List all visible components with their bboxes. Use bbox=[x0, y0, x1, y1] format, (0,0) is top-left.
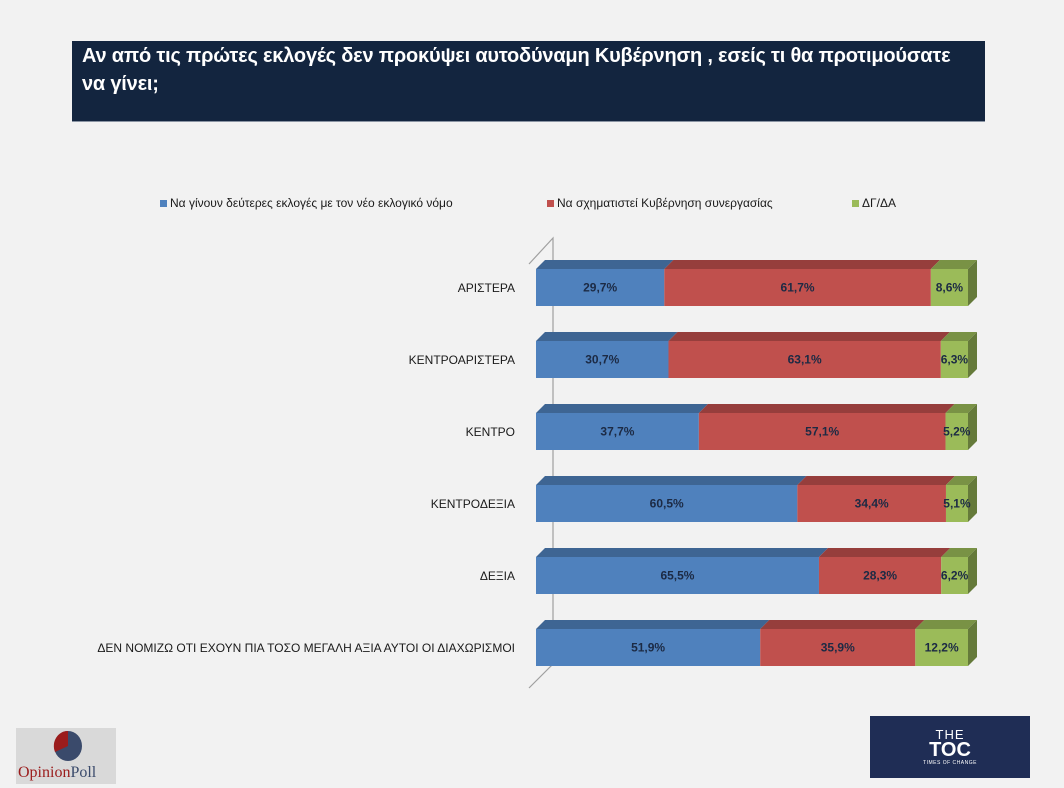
bar-segment bbox=[940, 341, 968, 378]
legend-swatch bbox=[547, 199, 554, 207]
data-label: 60,5% bbox=[650, 497, 684, 511]
opinionpoll-wordmark: OpinionPoll bbox=[18, 764, 97, 781]
data-label: 29,7% bbox=[583, 281, 617, 295]
bar-segment bbox=[536, 341, 669, 378]
bar-top-face bbox=[940, 332, 977, 341]
axis-wall bbox=[528, 236, 554, 689]
bar-top-face bbox=[941, 548, 977, 557]
data-label: 30,7% bbox=[585, 353, 619, 367]
bar-top-face bbox=[797, 476, 955, 485]
data-label: 6,2% bbox=[941, 569, 969, 583]
data-label: 35,9% bbox=[821, 641, 855, 655]
legend-swatch bbox=[852, 199, 859, 207]
data-label: 12,2% bbox=[925, 641, 959, 655]
bar-top-face bbox=[664, 260, 940, 269]
data-label: 34,4% bbox=[855, 497, 889, 511]
bar-segment bbox=[760, 629, 916, 666]
category-label: ΑΡΙΣΤΕΡΑ bbox=[457, 280, 515, 295]
data-label: 37,7% bbox=[600, 425, 634, 439]
bar-segment bbox=[915, 629, 968, 666]
bar-segment bbox=[930, 269, 968, 306]
bar-side-face bbox=[968, 548, 977, 594]
bar-segment bbox=[664, 269, 931, 306]
logo-text: TIMES OF CHANGE bbox=[923, 760, 977, 766]
bar-side-face bbox=[968, 476, 977, 522]
legend-item-second-elections: Να γίνουν δεύτερες εκλογές με τον νέο εκ… bbox=[160, 196, 453, 210]
bar-top-face bbox=[536, 548, 828, 557]
bar-top-face bbox=[536, 620, 770, 629]
data-label: 65,5% bbox=[660, 569, 694, 583]
logo-text: THE bbox=[935, 727, 965, 742]
data-label: 28,3% bbox=[863, 569, 897, 583]
bar-top-face bbox=[945, 476, 977, 485]
data-label: 5,1% bbox=[943, 497, 971, 511]
bar-top-face bbox=[668, 332, 950, 341]
category-label: ΔΕΝ ΝΟΜΙΖΩ ΟΤΙ ΕΧΟΥΝ ΠΙΑ ΤΟΣΟ ΜΕΓΑΛΗ ΑΞΙ… bbox=[97, 640, 515, 655]
data-label: 57,1% bbox=[805, 425, 839, 439]
thetoc-logo: THE TOC TIMES OF CHANGE bbox=[870, 716, 1030, 778]
legend-swatch bbox=[160, 199, 167, 207]
bar-segment bbox=[945, 413, 968, 450]
bar-segment bbox=[797, 485, 946, 522]
bar-top-face bbox=[760, 620, 925, 629]
bar-side-face bbox=[968, 620, 977, 666]
bar-segment bbox=[536, 269, 665, 306]
bar-top-face bbox=[818, 548, 951, 557]
bar-segment bbox=[536, 557, 819, 594]
bar-segment bbox=[536, 629, 761, 666]
bar-side-face bbox=[968, 260, 977, 306]
data-label: 61,7% bbox=[781, 281, 815, 295]
bar-top-face bbox=[536, 332, 678, 341]
bar-segment bbox=[668, 341, 941, 378]
bar-segment bbox=[945, 485, 968, 522]
bar-side-face bbox=[968, 404, 977, 450]
pie-logo-icon bbox=[53, 730, 82, 761]
category-label: ΔΕΞΙΑ bbox=[479, 568, 515, 583]
category-label: ΚΕΝΤΡΟΔΕΞΙΑ bbox=[430, 496, 515, 511]
data-label: 5,2% bbox=[943, 425, 971, 439]
bar-segment bbox=[818, 557, 942, 594]
legend-label: Να σχηματιστεί Κυβέρνηση συνεργασίας bbox=[557, 196, 773, 210]
opinionpoll-logo: OpinionPoll bbox=[16, 728, 116, 784]
bar-top-face bbox=[536, 260, 674, 269]
bar-top-face bbox=[698, 404, 955, 413]
bar-top-face bbox=[945, 404, 977, 413]
legend-label: Να γίνουν δεύτερες εκλογές με τον νέο εκ… bbox=[170, 196, 453, 210]
bar-segment bbox=[536, 413, 699, 450]
category-label: ΚΕΝΤΡΟ bbox=[465, 424, 515, 439]
data-label: 51,9% bbox=[631, 641, 665, 655]
bar-top-face bbox=[915, 620, 977, 629]
bar-segment bbox=[536, 485, 798, 522]
bar-side-face bbox=[968, 332, 977, 378]
data-label: 8,6% bbox=[936, 281, 964, 295]
legend-label: ΔΓ/ΔΑ bbox=[862, 196, 896, 210]
bar-top-face bbox=[930, 260, 977, 269]
chart-title: Αν από τις πρώτες εκλογές δεν προκύψει α… bbox=[82, 45, 951, 95]
bar-segment bbox=[941, 557, 968, 594]
logo-text: TOC bbox=[929, 739, 971, 761]
bar-top-face bbox=[536, 476, 807, 485]
data-label: 63,1% bbox=[788, 353, 822, 367]
legend-item-coalition: Να σχηματιστεί Κυβέρνηση συνεργασίας bbox=[547, 196, 773, 210]
bar-segment bbox=[698, 413, 946, 450]
title-banner: Αν από τις πρώτες εκλογές δεν προκύψει α… bbox=[72, 41, 985, 122]
category-label: ΚΕΝΤΡΟΑΡΙΣΤΕΡΑ bbox=[408, 352, 515, 367]
legend-item-dk-na: ΔΓ/ΔΑ bbox=[852, 196, 896, 210]
data-label: 6,3% bbox=[941, 353, 969, 367]
bar-top-face bbox=[536, 404, 708, 413]
